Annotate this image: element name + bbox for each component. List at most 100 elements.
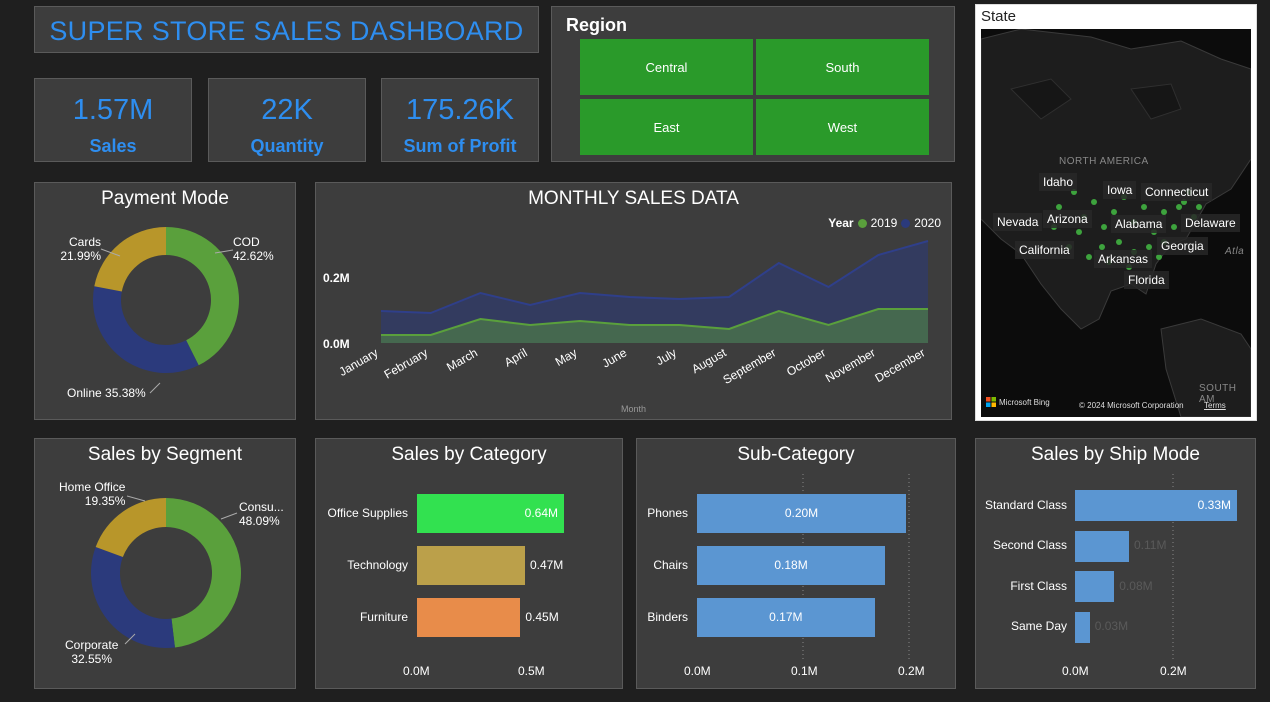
bar-first-class[interactable] [1075, 571, 1115, 602]
map-point[interactable] [1196, 204, 1202, 210]
bar-category-label: Binders [647, 609, 688, 624]
line-series-2019[interactable] [381, 308, 928, 336]
payment-mode-donut [92, 227, 240, 394]
map-label-iowa[interactable]: Iowa [1103, 181, 1137, 199]
bar-binders[interactable] [697, 598, 875, 637]
map-label-florida[interactable]: Florida [1124, 271, 1169, 289]
segment-card: Sales by Segment Consu... 48.09% Home Off… [34, 438, 296, 689]
region-button-west[interactable]: West [756, 99, 929, 155]
legend-dot-2019[interactable] [857, 218, 867, 228]
x-tick-label-month: February [382, 345, 431, 381]
map-label-alabama[interactable]: Alabama [1111, 215, 1167, 233]
map-point[interactable] [1099, 244, 1105, 250]
segment-label-consumer: Consu... 48.09% [239, 500, 284, 528]
kpi-sales-card[interactable]: 1.57M Sales [34, 78, 192, 162]
map-point[interactable] [1111, 209, 1117, 215]
map-label-idaho[interactable]: Idaho [1039, 173, 1078, 191]
x-tick-label: 0.0M [403, 664, 430, 678]
monthly-sales-title: MONTHLY SALES DATA [528, 188, 739, 209]
region-button-east[interactable]: East [580, 99, 753, 155]
x-tick-label-month: May [553, 345, 580, 368]
bar-same-day[interactable] [1075, 611, 1090, 643]
donut-slice-corporate[interactable] [91, 546, 175, 648]
segment-label-home-office: Home Office 19.35% [59, 480, 126, 508]
map-label-california[interactable]: California [1015, 241, 1074, 259]
kpi-sales-value: 1.57M [72, 94, 154, 126]
region-title: Region [566, 15, 627, 35]
bar-second-class[interactable] [1075, 530, 1129, 562]
map-point[interactable] [1071, 189, 1077, 195]
bar-furniture[interactable] [417, 598, 521, 637]
donut-slice-consu[interactable] [166, 498, 241, 648]
bar-category-label: Same Day [1010, 619, 1067, 633]
x-tick-label-month: August [689, 345, 729, 376]
map-label-arkansas[interactable]: Arkansas [1094, 250, 1153, 268]
kpi-profit-card[interactable]: 175.26K Sum of Profit [381, 78, 539, 162]
line-series-2020[interactable] [380, 240, 929, 315]
map-label-delaware[interactable]: Delaware [1181, 214, 1240, 232]
state-title: State [981, 8, 1017, 25]
title-card: SUPER STORE SALES DASHBOARD [34, 6, 539, 53]
donut-slice-online[interactable] [92, 286, 199, 373]
donut-label-cod: COD 42.62% [233, 235, 274, 263]
donut-slice-cod[interactable] [166, 227, 240, 366]
x-tick-label: 0.2M [898, 664, 925, 678]
bar-office-supplies[interactable] [417, 494, 564, 533]
bar-technology[interactable] [417, 546, 525, 585]
map-label-connecticut[interactable]: Connecticut [1141, 183, 1213, 201]
y-tick-label: 0.0M [323, 337, 350, 351]
kpi-profit-label: Sum of Profit [403, 136, 517, 156]
map-point[interactable] [1181, 199, 1187, 205]
region-button-south[interactable]: South [756, 39, 929, 95]
donut-slice-cards[interactable] [94, 227, 166, 292]
x-tick-label: 0.0M [1062, 664, 1089, 678]
bar-category-label: Standard Class [984, 497, 1067, 512]
map-point[interactable] [1171, 224, 1177, 230]
map-point[interactable] [1091, 199, 1097, 205]
bing-attribution-text: Microsoft Bing [999, 397, 1050, 407]
legend-label-2020[interactable]: 2020 [914, 216, 941, 230]
bar-value-label: 0.47M [529, 557, 564, 572]
bar-category-label: Office Supplies [327, 505, 409, 520]
map-point[interactable] [1146, 244, 1152, 250]
map-point[interactable] [1141, 204, 1147, 210]
map-point[interactable] [1101, 224, 1107, 230]
donut-slice-home-office[interactable] [95, 498, 166, 558]
bar-category-label: Second Class [992, 538, 1067, 552]
kpi-quantity-value: 22K [261, 94, 313, 126]
bar-chairs[interactable] [697, 546, 886, 585]
map-point[interactable] [1076, 229, 1082, 235]
state-map-card: State NORTH AMERICA Atla SOUTH AM Idaho … [975, 4, 1257, 421]
legend-dot-2020[interactable] [901, 218, 911, 228]
bar-category-label: Furniture [359, 609, 408, 624]
map-label-georgia[interactable]: Georgia [1157, 237, 1208, 255]
map-point[interactable] [1161, 209, 1167, 215]
monthly-sales-card: MONTHLY SALES DATA Year 2019 2020 0.2M 0.… [315, 182, 952, 420]
map-terms-link[interactable]: Terms [1204, 401, 1226, 410]
map-point[interactable] [1056, 204, 1062, 210]
map-label-nevada[interactable]: Nevada [993, 213, 1043, 231]
segment-label-corporate: Corporate 32.55% [65, 638, 119, 666]
monthly-legend[interactable]: Year 2019 2020 [828, 216, 941, 230]
x-tick-label-month: September [720, 345, 778, 386]
map-point[interactable] [1156, 254, 1162, 260]
bar-value-label: 0.17M [769, 609, 803, 624]
map-point[interactable] [1086, 254, 1092, 260]
kpi-profit-value: 175.26K [405, 94, 515, 126]
bar-phones[interactable] [697, 494, 906, 533]
x-tick-label: 0.2M [1160, 664, 1187, 678]
bar-standard-class[interactable] [1075, 490, 1237, 521]
area-series-2020[interactable] [381, 241, 928, 343]
state-map[interactable]: NORTH AMERICA Atla SOUTH AM Idaho Iowa C… [981, 29, 1251, 417]
x-tick-label-month: June [600, 345, 630, 370]
map-label-arizona[interactable]: Arizona [1043, 210, 1092, 228]
y-tick-label: 0.2M [323, 271, 350, 285]
region-button-central[interactable]: Central [580, 39, 753, 95]
bar-value-label: 0.08M [1119, 578, 1153, 593]
x-tick-label-month: March [444, 345, 480, 374]
map-point[interactable] [1116, 239, 1122, 245]
legend-label-2019[interactable]: 2019 [870, 216, 898, 230]
shipmode-gridlines [1172, 474, 1174, 659]
map-point[interactable] [1176, 204, 1182, 210]
kpi-quantity-card[interactable]: 22K Quantity [208, 78, 366, 162]
